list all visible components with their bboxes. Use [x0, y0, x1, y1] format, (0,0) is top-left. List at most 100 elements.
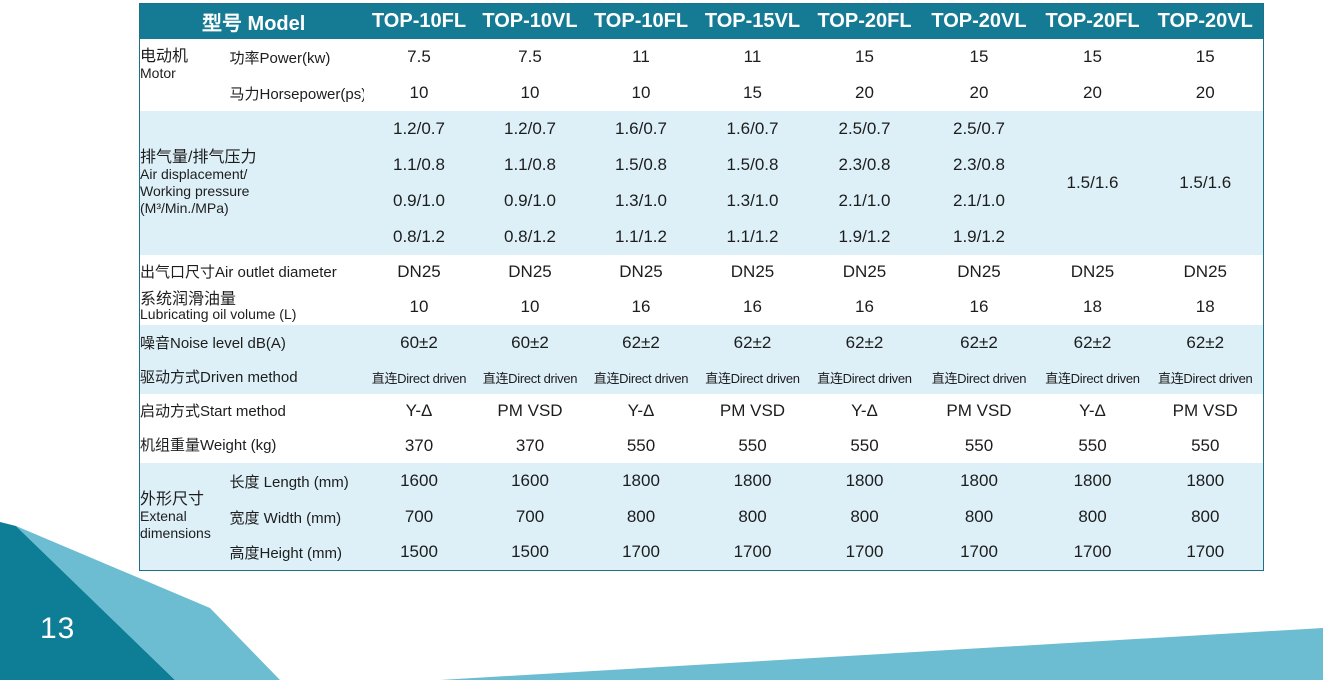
noise-value: 60±2	[400, 333, 438, 352]
air-value-merged: 1.5/1.6	[1179, 173, 1232, 192]
dims-label-cn: 外形尺寸	[140, 490, 205, 508]
outlet-value: DN25	[730, 262, 775, 281]
horsepower-value: 20	[969, 83, 989, 102]
width-row: 宽度 Width (mm) 700 700 800 800 800 800 80…	[139, 499, 1264, 535]
height-label: 高度Height (mm)	[229, 544, 343, 562]
air-value: 1.6/0.7	[726, 119, 779, 138]
model-col-7: TOP-20FL	[1037, 3, 1148, 39]
length-value: 1800	[845, 471, 884, 490]
outlet-label: 出气口尺寸Air outlet diameter	[140, 263, 337, 281]
oil-value: 10	[520, 297, 540, 316]
height-value: 1700	[960, 542, 998, 562]
outlet-value: DN25	[1183, 262, 1227, 281]
outlet-value: DN25	[957, 262, 1001, 281]
width-value: 800	[1191, 507, 1220, 526]
air-value: 1.1/0.8	[504, 155, 556, 174]
outlet-value: DN25	[842, 262, 887, 281]
power-value: 15	[969, 47, 989, 66]
width-value: 800	[964, 507, 994, 526]
drive-value: 直连Direct driven	[1158, 371, 1253, 386]
air-value: 1.3/1.0	[615, 191, 667, 210]
drive-value: 直连Direct driven	[482, 371, 578, 386]
oil-label: 系统润滑油量 Lubricating oil volume (L)	[140, 289, 364, 325]
noise-value: 62±2	[1073, 333, 1112, 352]
power-value: 15	[1195, 47, 1215, 66]
horsepower-value: 15	[743, 83, 762, 102]
air-label-en-3: (M³/Min./MPa)	[140, 200, 229, 216]
outlet-value: DN25	[619, 262, 663, 281]
start-row: 启动方式Start method Y-Δ PM VSD Y-Δ PM VSD Y…	[139, 394, 1264, 428]
length-value: 1600	[400, 471, 438, 490]
width-value: 800	[738, 507, 767, 526]
oil-label-cn: 系统润滑油量	[140, 291, 237, 308]
air-value: 0.9/1.0	[393, 191, 445, 210]
model-col-8: TOP-20VL	[1147, 3, 1264, 39]
air-value: 2.5/0.7	[838, 119, 891, 138]
model-label: 型号 Model	[139, 3, 364, 39]
outlet-value: DN25	[1070, 262, 1115, 281]
model-col-5: TOP-20FL	[808, 3, 921, 39]
length-value: 1800	[1073, 471, 1112, 490]
motor-label-en: Motor	[140, 65, 176, 81]
weight-value: 550	[850, 435, 879, 455]
air-value: 1.2/0.7	[393, 119, 445, 138]
air-value: 2.3/0.8	[953, 155, 1005, 174]
start-value: Y-Δ	[627, 401, 655, 420]
model-col-1: TOP-10FL	[363, 3, 475, 39]
air-value-merged: 1.5/1.6	[1066, 173, 1119, 192]
power-row: 电动机 Motor 功率Power(kw) 7.5 7.5 11 11 15 1…	[139, 39, 1264, 81]
horsepower-value: 20	[1083, 83, 1102, 102]
weight-value: 550	[964, 435, 994, 455]
outlet-value: DN25	[397, 262, 441, 281]
oil-value: 16	[743, 297, 762, 316]
teal-accent-dark	[0, 522, 175, 680]
drive-value: 直连Direct driven	[705, 371, 800, 386]
air-value: 0.8/1.2	[504, 227, 556, 246]
air-label: 排气量/排气压力 Air displacement/ Working press…	[140, 111, 364, 255]
horsepower-label: 马力Horsepower(ps)	[229, 85, 364, 103]
teal-band-right	[440, 628, 1323, 680]
oil-value: 16	[631, 297, 651, 316]
height-value: 1500	[511, 542, 549, 562]
weight-value: 370	[404, 435, 434, 455]
noise-value: 62±2	[622, 333, 660, 352]
length-value: 1800	[622, 471, 660, 490]
noise-row: 噪音Noise level dB(A) 60±2 60±2 62±2 62±2 …	[139, 325, 1264, 361]
horsepower-value: 10	[520, 83, 540, 102]
oil-value: 10	[409, 297, 429, 316]
air-label-cn: 排气量/排气压力	[140, 149, 257, 166]
power-label: 功率Power(kw)	[229, 49, 331, 67]
drive-value: 直连Direct driven	[817, 371, 912, 386]
air-value: 0.9/1.0	[504, 191, 556, 210]
air-value: 0.8/1.2	[393, 227, 445, 246]
height-value: 1700	[845, 542, 884, 562]
air-value: 1.5/0.8	[726, 155, 779, 174]
start-value: Y-Δ	[1079, 401, 1106, 420]
model-col-6: TOP-20VL	[920, 3, 1038, 39]
air-value: 1.3/1.0	[726, 191, 779, 210]
dims-label-en-2: dimensions	[140, 524, 211, 541]
start-value: PM VSD	[719, 401, 786, 420]
start-value: PM VSD	[946, 401, 1012, 420]
width-label: 宽度 Width (mm)	[229, 509, 342, 527]
air-value: 2.5/0.7	[953, 119, 1005, 138]
noise-value: 62±2	[1186, 333, 1225, 352]
length-row: 外形尺寸 Extenal dimensions 长度 Length (mm) 1…	[139, 463, 1264, 541]
air-label-en-2: Working pressure	[140, 183, 250, 199]
weight-value: 550	[1191, 435, 1220, 455]
air-value: 1.2/0.7	[504, 119, 556, 138]
drive-row: 驱动方式Driven method 直连Direct driven 直连Dire…	[139, 361, 1264, 394]
width-value: 800	[850, 507, 879, 526]
noise-label: 噪音Noise level dB(A)	[140, 334, 286, 352]
oil-value: 18	[1083, 297, 1102, 316]
noise-value: 62±2	[960, 333, 998, 352]
dims-label-en-1: Extenal	[140, 507, 187, 524]
power-value: 15	[1083, 47, 1102, 66]
oil-row: 系统润滑油量 Lubricating oil volume (L) 10 10 …	[139, 289, 1264, 325]
drive-label: 驱动方式Driven method	[140, 369, 298, 386]
air-value: 1.1/1.2	[615, 227, 667, 246]
height-value: 1700	[1186, 542, 1225, 562]
air-value: 1.1/0.8	[393, 155, 445, 174]
air-label-en-1: Air displacement/	[140, 166, 248, 182]
